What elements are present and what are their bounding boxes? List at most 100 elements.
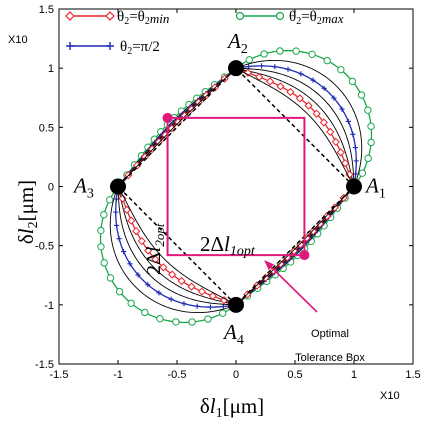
series-plus-marker — [121, 248, 127, 255]
series-circle-marker — [100, 259, 108, 267]
series-diamond-marker — [295, 94, 304, 103]
y-exponent-label: X10 — [8, 34, 28, 46]
legend-circle-marker — [275, 11, 285, 21]
series-diamond-marker — [265, 77, 275, 86]
series-plus-marker — [113, 209, 119, 215]
box-corner-point — [162, 112, 173, 123]
y-tick-label: -1.5 — [35, 359, 54, 371]
series-plus-marker — [331, 95, 337, 101]
vertical-dimension-label: 2Δl2opt — [143, 223, 167, 275]
legend-label-min: θ2=θ2min — [117, 9, 169, 27]
series-diamond-marker — [177, 276, 186, 286]
series-circle-marker — [106, 274, 115, 282]
vertex-label: A4 — [222, 320, 244, 348]
annotation-line-1: Optimal — [311, 328, 349, 340]
series-plus-marker — [145, 282, 151, 288]
series-plus-marker — [345, 118, 351, 125]
series-plus-marker — [285, 66, 291, 72]
series-circle-marker — [97, 243, 105, 251]
legend-entry-max: θ2=θ2max — [235, 9, 344, 27]
series-plus-marker — [116, 236, 122, 242]
series-diamond-marker — [309, 227, 318, 236]
series-circle-marker — [348, 77, 357, 86]
legend-diamond-marker — [105, 11, 115, 21]
series-circle-marker — [364, 106, 372, 114]
x-tick-label: 0.5 — [287, 369, 302, 381]
series-plus-marker — [339, 106, 345, 112]
y-tick-label: 1 — [48, 63, 54, 75]
legend-label-max: θ2=θ2max — [289, 9, 344, 27]
series-diamond-marker — [122, 205, 131, 214]
series-circle-marker — [367, 122, 375, 130]
x-axis-title: δl1[μm] — [200, 394, 264, 421]
tolerance-box — [166, 116, 306, 257]
vertex-label: A2 — [226, 29, 248, 57]
series-diamond-marker — [132, 226, 141, 236]
series-plus-marker — [181, 301, 187, 307]
legend-diamond-marker — [65, 11, 75, 21]
series-plus-marker — [207, 304, 214, 310]
series-plus-marker — [352, 144, 359, 151]
series-diamond-marker — [286, 87, 295, 97]
y-tick-label: 0 — [48, 182, 54, 194]
series-diamond-marker — [137, 236, 146, 246]
x-exponent-label: X10 — [380, 390, 400, 402]
series-diamond-marker — [144, 246, 153, 255]
series-circle-marker — [115, 287, 124, 296]
series-plus-marker — [272, 64, 278, 70]
legend-label-mid: θ2=π/2 — [120, 39, 160, 57]
y-tick-label: 0.5 — [39, 122, 54, 134]
series-circle-marker — [245, 56, 253, 64]
series-circle-marker — [156, 314, 164, 323]
vertex-point — [110, 178, 126, 195]
series-plus-marker — [258, 63, 265, 69]
box-corner-point — [299, 250, 310, 261]
series-circle-marker — [308, 50, 316, 59]
vertex-point — [228, 296, 244, 313]
series-diamond-marker — [168, 270, 177, 279]
legend-circle-marker — [235, 11, 245, 21]
vertex-point — [346, 178, 362, 195]
annotation-line-2: Tolerance Box — [295, 352, 365, 364]
series-plus-marker — [353, 158, 359, 164]
x-tick-label: -1.5 — [50, 369, 69, 381]
series-diamond-marker — [243, 68, 253, 77]
series-circle-marker — [141, 308, 149, 317]
legend-plus-marker — [106, 42, 114, 50]
series-diamond-marker — [197, 287, 207, 296]
series-diamond-marker — [187, 282, 196, 291]
series-diamond-marker — [304, 101, 313, 110]
y-tick-label: -1 — [44, 300, 54, 312]
series-diamond-marker — [341, 159, 350, 168]
series-plus-marker — [156, 290, 162, 296]
x-tick-label: 0 — [233, 369, 239, 381]
series-plus-marker — [127, 261, 133, 267]
curve-family — [97, 47, 375, 326]
series-diamond-marker — [159, 263, 168, 272]
series-diamond-marker — [331, 137, 340, 147]
series-plus-marker — [310, 77, 316, 83]
vertex-point — [228, 60, 244, 77]
series-diamond-marker — [127, 216, 136, 225]
axis-ticks: -1.5 -1 -0.5 0 0.5 1 1.5 -1.5 -1 -0.5 0 0.5 1 1.5 — [35, 4, 421, 381]
series-diamond-marker — [208, 291, 217, 301]
annotation-arrow — [264, 260, 318, 313]
series-circle-marker — [292, 47, 300, 55]
series-circle-marker — [219, 309, 227, 317]
tolerance-box-group — [162, 112, 310, 261]
series-plus-marker — [245, 63, 252, 70]
y-tick-label: 1.5 — [39, 4, 54, 16]
series-plus-marker — [298, 71, 304, 77]
vertex-label: A3 — [72, 174, 94, 202]
horizontal-dimension-label: 2Δl1opt — [200, 232, 256, 259]
series-circle-marker — [358, 169, 367, 177]
vertex-label: A1 — [364, 174, 386, 202]
legend-entry-mid: θ2=π/2 — [66, 39, 160, 57]
series-circle-marker — [364, 154, 372, 163]
x-tick-label: 1 — [351, 369, 357, 381]
legend: θ2=θ2min θ2=θ2max θ2=π/2 — [65, 9, 344, 57]
y-tick-label: -0.5 — [35, 241, 54, 253]
x-tick-label: -1 — [113, 369, 123, 381]
series-circle-marker — [357, 91, 366, 99]
series-plus-marker — [350, 131, 356, 137]
